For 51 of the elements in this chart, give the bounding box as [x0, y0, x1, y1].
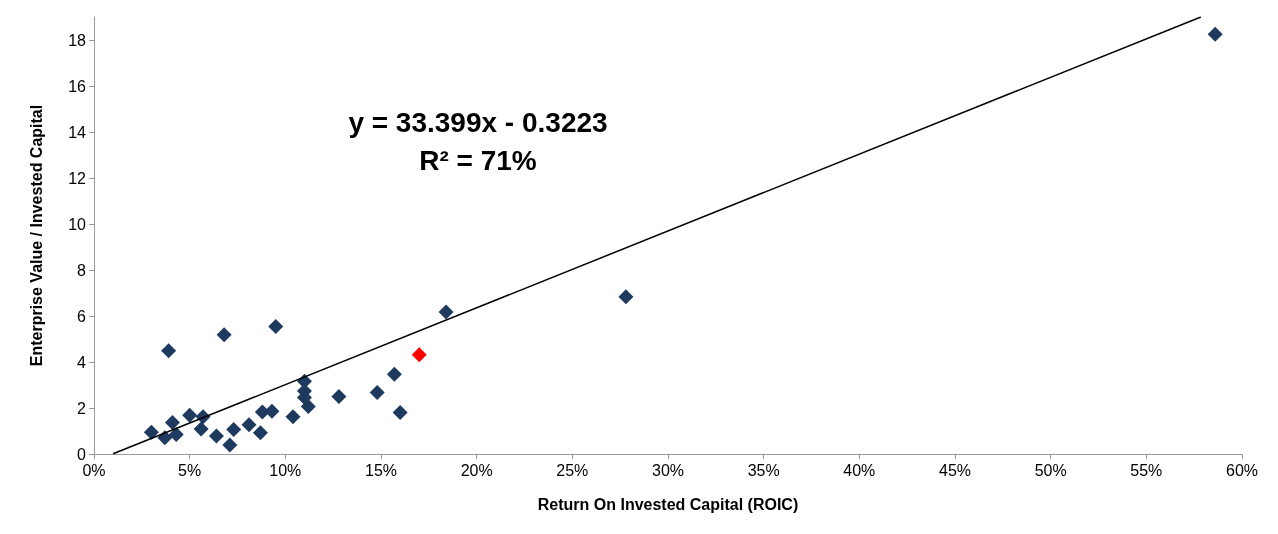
y-tick-label: 16 — [68, 77, 87, 95]
point — [264, 403, 280, 419]
point — [268, 319, 284, 335]
point — [182, 407, 198, 423]
point — [300, 398, 316, 414]
point — [252, 425, 268, 441]
y-tick-label: 18 — [68, 31, 87, 49]
x-tick-label: 60% — [1225, 461, 1259, 479]
x-tick-label: 40% — [843, 461, 876, 479]
point — [386, 366, 402, 382]
point — [143, 424, 159, 440]
y-tick-label: 0 — [77, 445, 87, 463]
x-tick-label: 50% — [1034, 461, 1067, 479]
point — [392, 405, 408, 421]
y-tick-label: 14 — [68, 123, 87, 141]
y-tick-label: 12 — [68, 169, 87, 187]
x-tick-label: 15% — [364, 461, 398, 479]
x-tick-label: 25% — [556, 461, 589, 479]
x-tick-label: 30% — [651, 461, 685, 479]
point — [161, 343, 177, 359]
point — [193, 421, 209, 437]
point — [164, 414, 180, 430]
x-tick-label: 5% — [178, 461, 202, 479]
point — [438, 304, 454, 320]
x-tick-label: 45% — [938, 461, 972, 479]
x-tick-label: 0% — [82, 461, 106, 479]
point — [331, 389, 347, 404]
x-tick-label: 35% — [747, 461, 780, 479]
point — [226, 422, 242, 438]
point — [1207, 26, 1223, 42]
point — [222, 437, 238, 453]
annotation: R² = 71% — [419, 144, 537, 176]
y-tick-label: 8 — [77, 261, 87, 279]
point — [285, 409, 301, 425]
point — [208, 428, 224, 444]
y-axis-title: Enterprise Value / Invested Capital — [27, 104, 45, 367]
x-axis-title: Return On Invested Capital (ROIC) — [537, 495, 799, 513]
point — [216, 327, 232, 343]
point — [618, 289, 634, 305]
annotation: y = 33.399x - 0.3223 — [348, 106, 608, 138]
x-tick-label: 55% — [1130, 461, 1163, 479]
x-tick-label: 10% — [269, 461, 302, 479]
point — [168, 426, 184, 442]
point — [411, 347, 427, 363]
y-tick-label: 6 — [77, 307, 87, 325]
y-tick-label: 4 — [77, 353, 87, 371]
point — [241, 417, 257, 433]
y-tick-label: 10 — [68, 215, 87, 233]
point — [369, 385, 385, 401]
x-tick-label: 20% — [460, 461, 493, 479]
y-tick-label: 2 — [77, 399, 87, 417]
